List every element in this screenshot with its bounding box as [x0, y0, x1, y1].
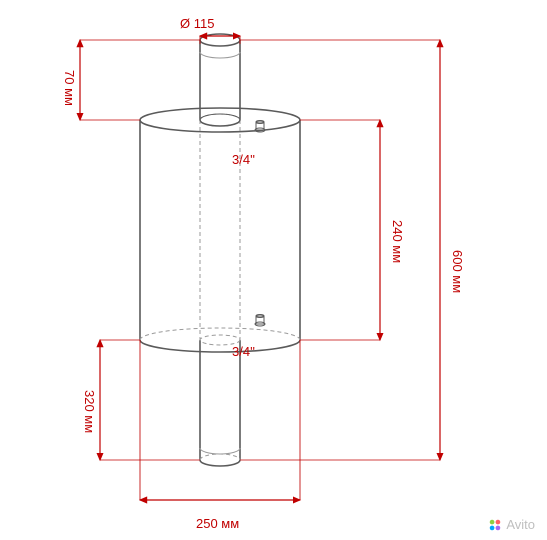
watermark-text: Avito [506, 517, 535, 532]
dim-dia-top: Ø 115 [180, 16, 214, 31]
dim-250: 250 мм [196, 516, 239, 531]
fitting-top-label: 3/4'' [232, 152, 255, 167]
avito-logo-icon [488, 518, 502, 532]
dim-320: 320 мм [82, 390, 97, 433]
fitting-bot-label: 3/4'' [232, 344, 255, 359]
avito-watermark: Avito [488, 517, 535, 532]
dim-70: 70 мм [62, 70, 77, 106]
dim-600: 600 мм [450, 250, 465, 293]
dim-240: 240 мм [390, 220, 405, 263]
